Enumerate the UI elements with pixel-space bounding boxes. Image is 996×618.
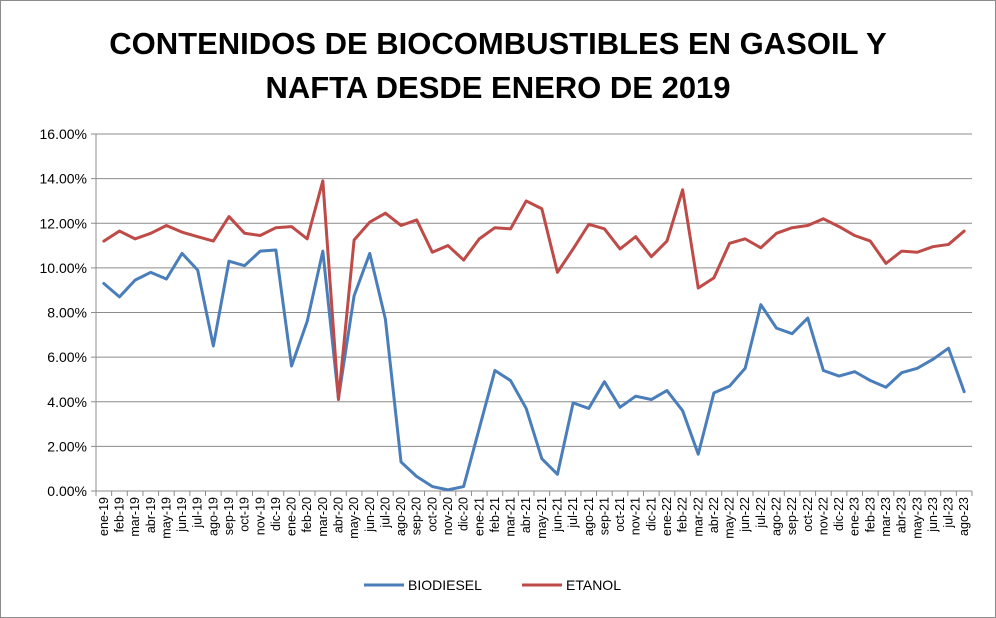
series-line-etanol <box>102 179 966 402</box>
legend-label-etanol: ETANOL <box>566 577 621 593</box>
legend-label-biodiesel: BIODIESEL <box>408 577 482 593</box>
x-tick-label: abr-21 <box>519 497 533 533</box>
x-tick-label: sep-20 <box>410 497 424 535</box>
x-tick-label: may-19 <box>159 497 173 539</box>
chart-title: CONTENIDOS DE BIOCOMBUSTIBLES EN GASOIL … <box>0 22 996 110</box>
x-tick-label: abr-23 <box>895 497 909 533</box>
x-tick-label: feb-19 <box>112 497 126 532</box>
x-tick-label: jul-21 <box>566 497 580 529</box>
x-tick-label: mar-20 <box>316 497 330 537</box>
x-tick-label: ago-20 <box>394 497 408 536</box>
x-tick-label: may-21 <box>535 497 549 539</box>
x-tick-label: mar-22 <box>691 497 705 537</box>
x-tick-label: ene-20 <box>285 497 299 536</box>
x-tick-label: jun-22 <box>738 497 752 533</box>
chart-title-line-1: CONTENIDOS DE BIOCOMBUSTIBLES EN GASOIL … <box>109 26 887 61</box>
x-tick-label: jun-21 <box>550 497 564 533</box>
x-tick-label: ene-19 <box>97 497 111 536</box>
x-tick-label: may-22 <box>723 497 737 539</box>
x-tick-label: nov-21 <box>629 497 643 535</box>
chart-title-line-2: NAFTA DESDE ENERO DE 2019 <box>265 70 731 105</box>
series-line-biodiesel <box>102 248 966 492</box>
x-tick-label: nov-22 <box>816 497 830 535</box>
y-axis-ticks: 0.00% 2.00% 4.00% 6.00% 8.00% 10.00% 12.00% 14.… <box>40 126 87 499</box>
y-tick-label: 12.00% <box>40 215 87 231</box>
x-tick-label: dic-20 <box>457 497 471 531</box>
series-lines <box>102 179 966 492</box>
x-tick-label: jul-20 <box>378 497 392 529</box>
x-tick-label: sep-21 <box>597 497 611 535</box>
x-tick-label: abr-19 <box>144 497 158 533</box>
x-tick-label: oct-22 <box>801 497 815 532</box>
x-tick-label: feb-21 <box>488 497 502 532</box>
x-tick-label: dic-21 <box>644 497 658 531</box>
x-tick-label: ago-21 <box>582 497 596 536</box>
x-tick-label: mar-19 <box>128 497 142 537</box>
x-tick-label: ago-19 <box>206 497 220 536</box>
x-tick-label: ene-23 <box>848 497 862 536</box>
x-tick-label: ago-23 <box>957 497 971 536</box>
y-tick-label: 4.00% <box>47 394 87 410</box>
x-tick-label: nov-19 <box>253 497 267 535</box>
x-tick-label: dic-22 <box>832 497 846 531</box>
legend: BIODIESEL ETANOL <box>364 577 621 593</box>
x-tick-label: oct-19 <box>238 497 252 532</box>
y-tick-label: 10.00% <box>40 260 87 276</box>
y-tick-label: 0.00% <box>47 483 87 499</box>
axes <box>91 133 973 496</box>
y-tick-label: 6.00% <box>47 349 87 365</box>
x-tick-label: oct-20 <box>425 497 439 532</box>
x-tick-label: jun-23 <box>926 497 940 533</box>
x-tick-label: mar-21 <box>504 497 518 537</box>
x-tick-label: feb-22 <box>676 497 690 532</box>
x-tick-label: sep-22 <box>785 497 799 535</box>
x-tick-label: jun-19 <box>175 497 189 533</box>
x-tick-label: oct-21 <box>613 497 627 532</box>
y-tick-label: 16.00% <box>40 126 87 142</box>
x-tick-label: nov-20 <box>441 497 455 535</box>
x-tick-label: mar-23 <box>879 497 893 537</box>
gridlines <box>96 133 972 447</box>
x-tick-label: abr-20 <box>331 497 345 533</box>
x-tick-label: may-20 <box>347 497 361 539</box>
x-tick-label: feb-20 <box>300 497 314 532</box>
x-tick-label: ene-22 <box>660 497 674 536</box>
x-tick-label: feb-23 <box>863 497 877 532</box>
x-tick-label: jul-22 <box>754 497 768 529</box>
x-tick-label: jun-20 <box>363 497 377 533</box>
x-tick-label: ago-22 <box>769 497 783 536</box>
x-tick-label: may-23 <box>910 497 924 539</box>
y-tick-label: 8.00% <box>47 305 87 321</box>
y-tick-label: 14.00% <box>40 171 87 187</box>
x-tick-label: jul-19 <box>191 497 205 529</box>
x-tick-label: sep-19 <box>222 497 236 535</box>
x-tick-label: ene-21 <box>472 497 486 536</box>
x-tick-label: jul-23 <box>942 497 956 529</box>
x-tick-label: dic-19 <box>269 497 283 531</box>
x-axis-ticks: ene-19 feb-19 mar-19 abr-19 may-19 jun-19 jul-… <box>97 497 971 539</box>
y-tick-label: 2.00% <box>47 438 87 454</box>
x-tick-label: abr-22 <box>707 497 721 533</box>
